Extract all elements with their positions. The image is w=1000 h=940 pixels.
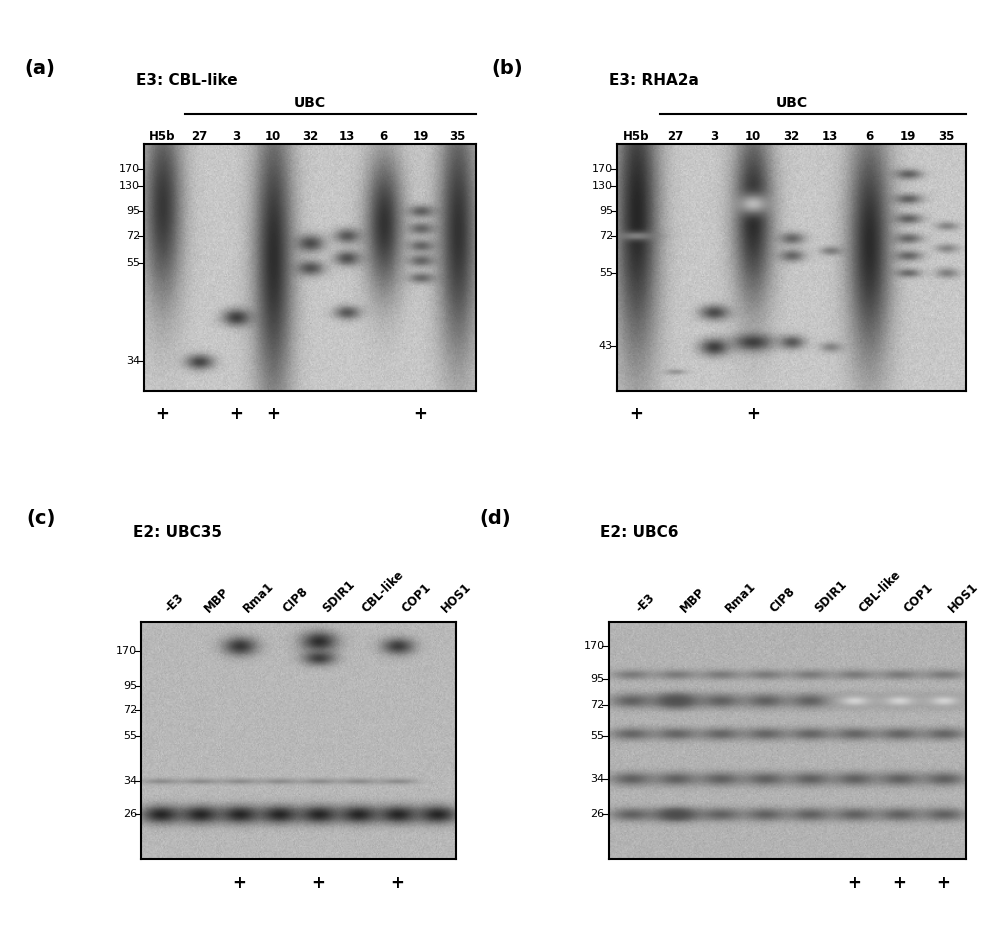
Text: CIP8: CIP8 xyxy=(281,585,311,615)
Text: 72: 72 xyxy=(126,230,140,241)
Text: 35: 35 xyxy=(449,130,466,143)
Text: (a): (a) xyxy=(24,58,55,78)
Text: 72: 72 xyxy=(123,705,137,715)
Text: (d): (d) xyxy=(480,509,511,528)
Text: +: + xyxy=(892,874,906,892)
Text: 19: 19 xyxy=(900,130,916,143)
Text: H5b: H5b xyxy=(623,130,650,143)
Text: 95: 95 xyxy=(123,682,137,691)
Text: 13: 13 xyxy=(339,130,355,143)
Text: -E3: -E3 xyxy=(162,590,186,615)
Text: Rma1: Rma1 xyxy=(722,579,758,615)
Text: 10: 10 xyxy=(745,130,761,143)
Text: 19: 19 xyxy=(412,130,429,143)
Text: 34: 34 xyxy=(123,776,137,786)
Text: 95: 95 xyxy=(126,206,140,216)
Text: SDIR1: SDIR1 xyxy=(812,577,849,615)
Text: E3: RHA2a: E3: RHA2a xyxy=(609,73,699,88)
Text: 35: 35 xyxy=(938,130,955,143)
Text: E2: UBC35: E2: UBC35 xyxy=(133,525,222,540)
Text: 34: 34 xyxy=(126,356,140,367)
Text: 13: 13 xyxy=(822,130,838,143)
Text: +: + xyxy=(630,405,644,423)
Text: 3: 3 xyxy=(710,130,718,143)
Text: +: + xyxy=(266,405,280,423)
Text: 55: 55 xyxy=(123,731,137,741)
Text: MBP: MBP xyxy=(202,585,232,615)
Text: 6: 6 xyxy=(865,130,873,143)
Text: UBC: UBC xyxy=(775,97,808,110)
Text: 6: 6 xyxy=(380,130,388,143)
Text: +: + xyxy=(229,405,243,423)
Text: COP1: COP1 xyxy=(901,581,935,615)
Text: 170: 170 xyxy=(592,164,613,174)
Text: Rma1: Rma1 xyxy=(241,579,277,615)
Text: COP1: COP1 xyxy=(399,581,433,615)
Text: MBP: MBP xyxy=(678,585,708,615)
Text: 130: 130 xyxy=(119,181,140,191)
Text: -E3: -E3 xyxy=(633,590,657,615)
Text: 72: 72 xyxy=(590,700,604,711)
Text: E3: CBL-like: E3: CBL-like xyxy=(136,73,238,88)
Text: 3: 3 xyxy=(232,130,240,143)
Text: +: + xyxy=(390,874,404,892)
Text: 34: 34 xyxy=(590,774,604,784)
Text: 55: 55 xyxy=(126,258,140,268)
Text: UBC: UBC xyxy=(294,97,326,110)
Text: 95: 95 xyxy=(599,206,613,216)
Text: (b): (b) xyxy=(491,58,523,78)
Text: (c): (c) xyxy=(27,509,56,528)
Text: HOS1: HOS1 xyxy=(438,580,473,615)
Text: 32: 32 xyxy=(783,130,800,143)
Text: HOS1: HOS1 xyxy=(946,580,981,615)
Text: H5b: H5b xyxy=(149,130,176,143)
Text: 10: 10 xyxy=(265,130,281,143)
Text: 72: 72 xyxy=(599,230,613,241)
Text: E2: UBC6: E2: UBC6 xyxy=(600,525,679,540)
Text: CBL-like: CBL-like xyxy=(856,568,903,615)
Text: 32: 32 xyxy=(302,130,318,143)
Text: 55: 55 xyxy=(590,731,604,741)
Text: 26: 26 xyxy=(123,809,137,819)
Text: +: + xyxy=(847,874,861,892)
Text: 130: 130 xyxy=(592,181,613,191)
Text: 95: 95 xyxy=(590,674,604,684)
Text: 43: 43 xyxy=(599,341,613,352)
Text: CIP8: CIP8 xyxy=(767,585,797,615)
Text: 27: 27 xyxy=(191,130,207,143)
Text: +: + xyxy=(414,405,428,423)
Text: +: + xyxy=(311,874,325,892)
Text: +: + xyxy=(232,874,246,892)
Text: +: + xyxy=(746,405,760,423)
Text: 55: 55 xyxy=(599,268,613,277)
Text: CBL-like: CBL-like xyxy=(360,568,407,615)
Text: 27: 27 xyxy=(667,130,683,143)
Text: 170: 170 xyxy=(119,164,140,174)
Text: +: + xyxy=(156,405,169,423)
Text: 26: 26 xyxy=(590,809,604,819)
Text: 170: 170 xyxy=(116,646,137,656)
Text: 170: 170 xyxy=(583,641,604,651)
Text: SDIR1: SDIR1 xyxy=(320,577,358,615)
Text: +: + xyxy=(936,874,950,892)
